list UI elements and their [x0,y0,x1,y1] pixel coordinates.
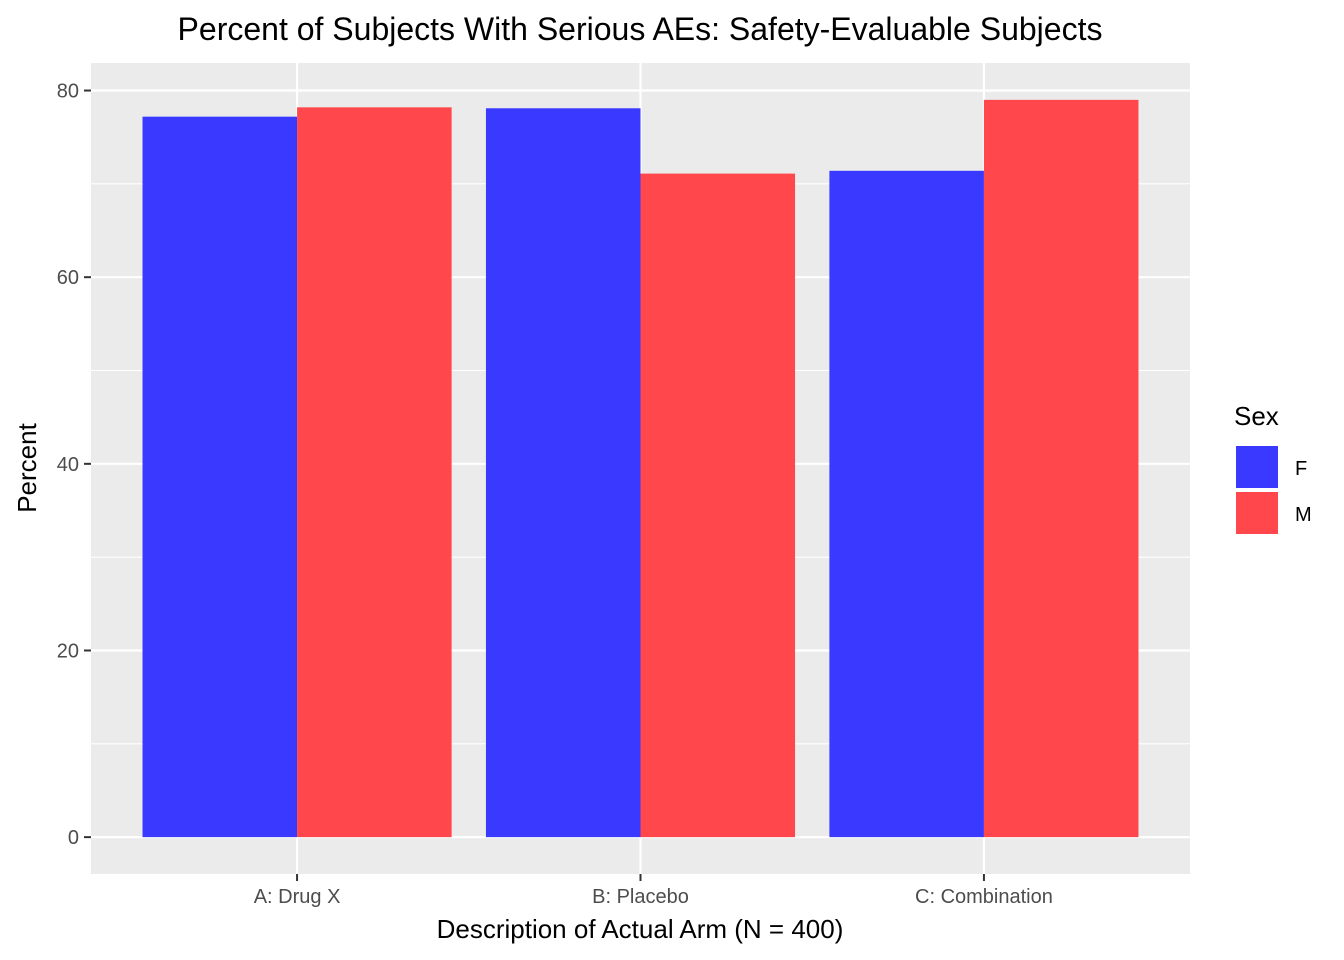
legend-title: Sex [1234,401,1279,431]
legend: Sex F M [1234,401,1312,536]
legend-key-f [1234,444,1280,490]
bar-f-1 [142,116,298,838]
bars-group [142,99,1139,838]
y-axis-title: Percent [12,422,42,512]
y-axis: 0 20 40 60 80 [57,81,91,849]
y-tick-label: 40 [57,454,79,476]
y-tick-label: 80 [57,81,79,103]
bar-m-1 [297,107,452,838]
x-tick-label: A: Drug X [254,886,341,908]
x-tick-label: C: Combination [915,886,1053,908]
y-tick-label: 20 [57,640,79,662]
x-axis: A: Drug X B: Placebo C: Combination [254,874,1053,908]
bar-f-2 [485,108,641,838]
x-axis-title: Description of Actual Arm (N = 400) [437,914,844,944]
legend-label-f: F [1295,458,1307,480]
bar-m-2 [640,173,796,838]
chart-title: Percent of Subjects With Serious AEs: Sa… [178,11,1103,47]
legend-label-m: M [1295,504,1312,526]
legend-key-m [1234,490,1280,536]
y-tick-label: 0 [68,827,79,849]
y-tick-label: 60 [57,267,79,289]
bar-f-3 [829,170,984,838]
x-tick-label: B: Placebo [592,886,689,908]
bar-m-3 [983,99,1139,838]
